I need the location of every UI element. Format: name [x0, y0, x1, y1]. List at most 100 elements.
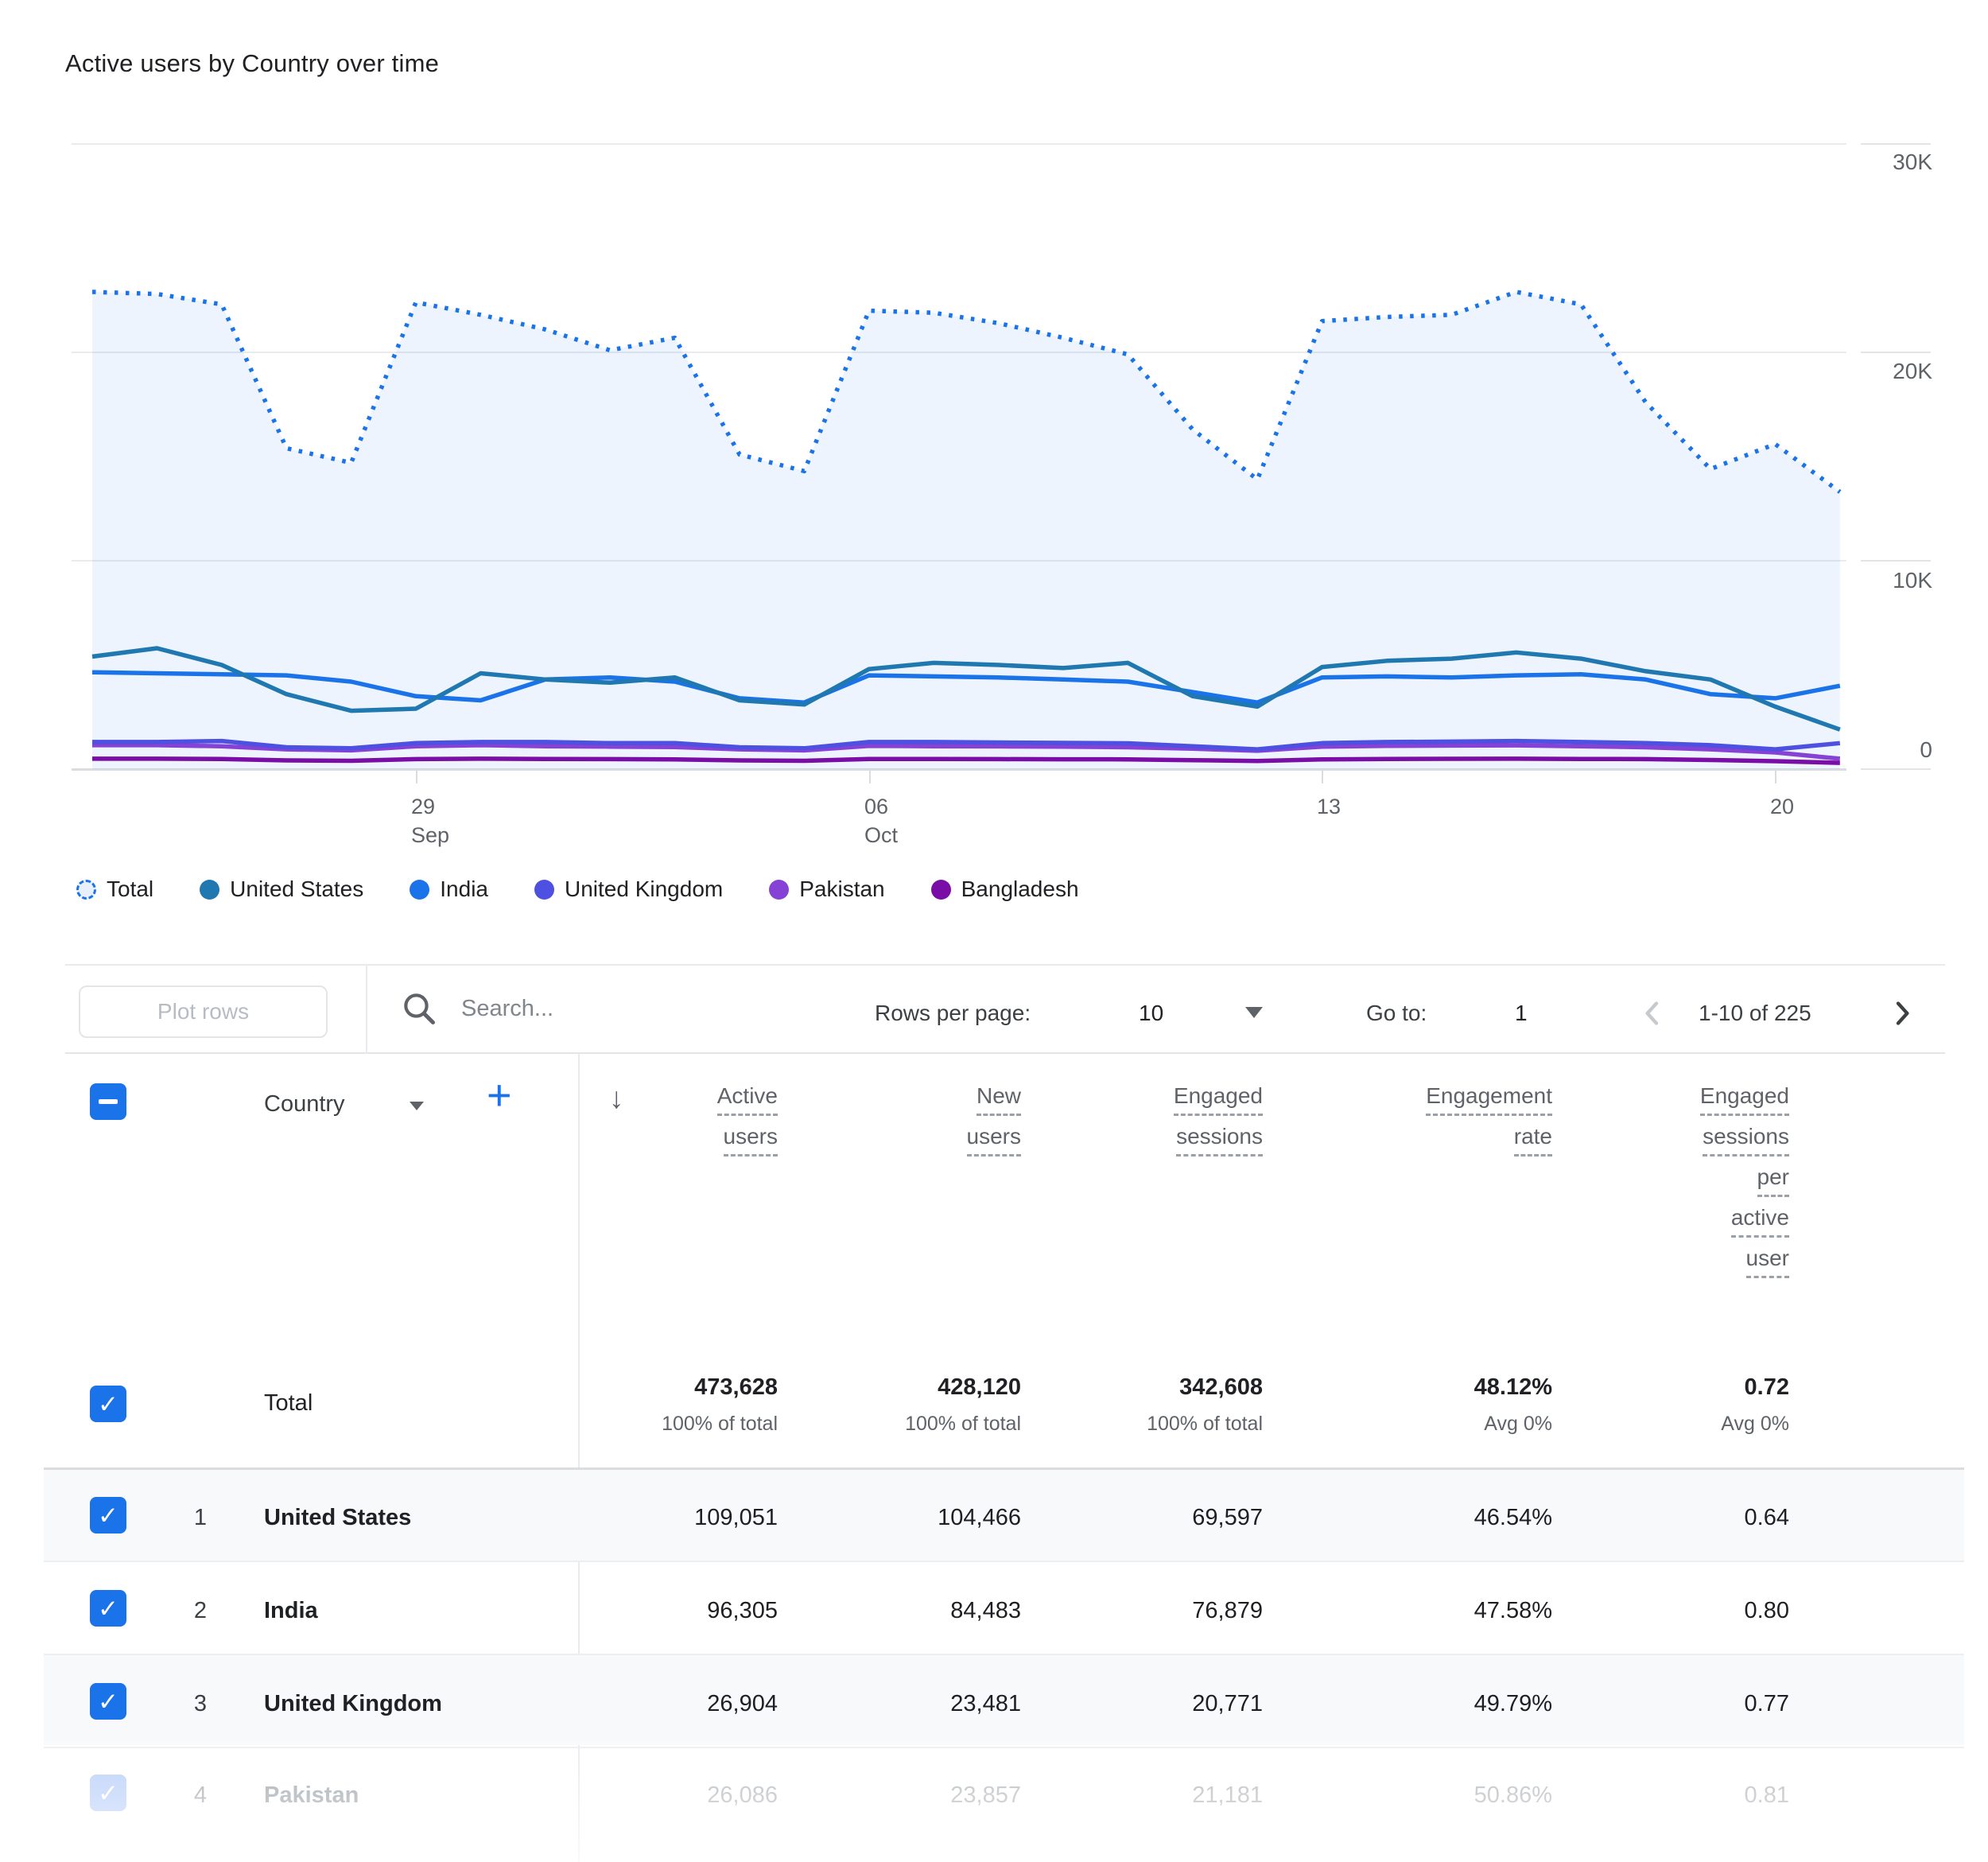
row-country: United Kingdom [264, 1691, 442, 1717]
cell-active-users: 109,051 [694, 1505, 778, 1531]
united-states-series-icon [200, 880, 219, 900]
row-1-checkbox[interactable]: ✓ [90, 1497, 126, 1534]
indeterminate-icon [99, 1099, 118, 1104]
cell-active-users: 26,086 [707, 1782, 778, 1809]
x-axis-label-sep29: 29 Sep [411, 792, 449, 849]
chart-legend: Total United States India United Kingdom… [76, 872, 1079, 907]
y-axis-label-30k: 30K [1867, 150, 1932, 175]
check-icon: ✓ [98, 1689, 118, 1714]
legend-label: Bangladesh [961, 877, 1079, 902]
dimension-dropdown-icon[interactable] [410, 1102, 424, 1110]
cell-engaged-sessions: 21,181 [1192, 1782, 1263, 1809]
row-separator [44, 1561, 1964, 1562]
row-country: Pakistan [264, 1782, 359, 1809]
toolbar-top-border [65, 964, 1945, 966]
cell-engagement-rate: 47.58% [1474, 1598, 1552, 1624]
legend-item-united-states[interactable]: United States [200, 877, 363, 902]
legend-item-india[interactable]: India [410, 877, 488, 902]
united-kingdom-series-icon [534, 880, 554, 900]
pagination-range: 1-10 of 225 [1699, 1001, 1811, 1026]
total-active-users: 473,628 100% of total [662, 1374, 778, 1436]
row-country: India [264, 1598, 318, 1624]
add-dimension-icon[interactable]: + [487, 1074, 512, 1117]
check-icon: ✓ [98, 1503, 118, 1528]
x-tick-oct20 [1775, 769, 1776, 783]
toolbar-bottom-border [65, 1052, 1945, 1054]
legend-item-total[interactable]: Total [76, 877, 153, 902]
y-tick-30k [1861, 143, 1931, 145]
cell-engaged-sessions: 20,771 [1192, 1691, 1263, 1717]
total-value: 342,608 [1179, 1374, 1263, 1401]
search-input[interactable]: Search... [399, 989, 553, 1028]
x-axis-label-oct06: 06 Oct [864, 792, 898, 849]
total-subvalue: Avg 0% [1721, 1413, 1789, 1436]
total-new-users: 428,120 100% of total [905, 1374, 1021, 1436]
x-tick-oct06 [869, 769, 871, 783]
previous-page-icon[interactable] [1637, 993, 1668, 1033]
pakistan-series-icon [769, 880, 789, 900]
go-to-label: Go to: [1366, 1001, 1427, 1026]
total-value: 473,628 [694, 1374, 778, 1401]
row-2-checkbox[interactable]: ✓ [90, 1590, 126, 1627]
row-country: United States [264, 1505, 411, 1531]
total-subvalue: 100% of total [662, 1413, 778, 1436]
go-to-input[interactable]: 1 [1515, 1001, 1528, 1026]
line-chart[interactable] [72, 87, 1846, 787]
header-word: sessions [1176, 1124, 1263, 1156]
next-page-icon[interactable] [1886, 993, 1918, 1033]
search-icon [399, 989, 439, 1028]
header-word: users [967, 1124, 1021, 1156]
sort-descending-icon[interactable]: ↓ [609, 1082, 624, 1115]
rows-per-page-dropdown-icon[interactable] [1245, 1007, 1263, 1018]
rows-per-page-value[interactable]: 10 [1139, 1001, 1163, 1026]
y-tick-10k [1861, 560, 1931, 562]
header-word: Active [717, 1083, 778, 1116]
y-axis-label-10k: 10K [1867, 568, 1932, 593]
header-word: user [1746, 1246, 1789, 1278]
legend-item-united-kingdom[interactable]: United Kingdom [534, 877, 723, 902]
header-word: Engagement [1426, 1083, 1552, 1116]
toolbar-divider [366, 964, 367, 1054]
column-header-active-users[interactable]: Active users [717, 1083, 778, 1164]
cell-active-users: 96,305 [707, 1598, 778, 1624]
total-subvalue: 100% of total [905, 1413, 1021, 1436]
india-series-icon [410, 880, 429, 900]
search-placeholder: Search... [461, 996, 553, 1022]
row-rank: 2 [184, 1598, 216, 1624]
x-tick-sep29 [416, 769, 417, 783]
total-series-icon [76, 880, 96, 900]
column-header-new-users[interactable]: New users [967, 1083, 1021, 1164]
cell-engagement-rate: 49.79% [1474, 1691, 1552, 1717]
column-header-engaged-sessions[interactable]: Engaged sessions [1174, 1083, 1263, 1164]
total-row-checkbox[interactable]: ✓ [90, 1386, 126, 1422]
cell-engaged-sessions-per-active-user: 0.64 [1745, 1505, 1789, 1531]
cell-active-users: 26,904 [707, 1691, 778, 1717]
total-engaged-sessions: 342,608 100% of total [1147, 1374, 1263, 1436]
plot-rows-button[interactable]: Plot rows [79, 985, 328, 1038]
x-axis-label-oct13: 13 [1317, 792, 1341, 821]
check-icon: ✓ [98, 1781, 118, 1806]
cell-engagement-rate: 50.86% [1474, 1782, 1552, 1809]
row-rank: 4 [184, 1782, 216, 1809]
y-tick-0 [1861, 768, 1931, 770]
column-header-engaged-sessions-per-active-user[interactable]: Engaged sessions per active user [1700, 1083, 1789, 1286]
cell-new-users: 104,466 [938, 1505, 1021, 1531]
header-word: New [977, 1083, 1021, 1116]
legend-label: United Kingdom [565, 877, 723, 902]
legend-item-bangladesh[interactable]: Bangladesh [931, 877, 1079, 902]
y-axis-label-20k: 20K [1867, 359, 1932, 384]
total-value: 428,120 [938, 1374, 1021, 1401]
legend-label: Total [107, 877, 153, 902]
header-word: users [724, 1124, 778, 1156]
total-value: 0.72 [1745, 1374, 1789, 1401]
select-all-checkbox[interactable] [90, 1083, 126, 1120]
total-row-label: Total [264, 1390, 313, 1417]
cell-new-users: 23,857 [950, 1782, 1021, 1809]
row-rank: 1 [184, 1505, 216, 1531]
dimension-selector[interactable]: Country [264, 1091, 345, 1118]
column-header-engagement-rate[interactable]: Engagement rate [1426, 1083, 1552, 1164]
row-3-checkbox[interactable]: ✓ [90, 1683, 126, 1720]
legend-item-pakistan[interactable]: Pakistan [769, 877, 884, 902]
cell-engaged-sessions: 69,597 [1192, 1505, 1263, 1531]
row-4-checkbox[interactable]: ✓ [90, 1775, 126, 1811]
